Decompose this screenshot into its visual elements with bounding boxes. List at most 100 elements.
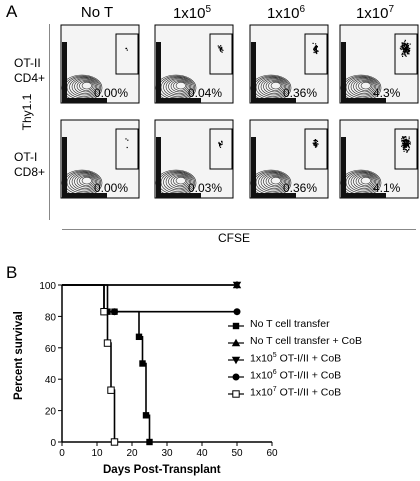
flow-dense-region: [341, 193, 386, 198]
flow-dense-region: [341, 42, 346, 102]
y-tick-label: 0: [50, 438, 56, 449]
data-point: [107, 386, 115, 394]
flow-event-dot: [401, 142, 404, 144]
y-tick-label: 100: [39, 281, 56, 292]
flow-event-dot: [125, 138, 127, 140]
flow-event-dot: [408, 136, 410, 138]
survival-line: [62, 284, 237, 313]
flow-event-dot: [315, 141, 317, 143]
flow-event-dot: [403, 143, 406, 145]
flow-event-dot: [402, 146, 404, 148]
flow-event-dot: [403, 44, 406, 46]
flow-event-dot: [407, 45, 410, 47]
flow-event-dot: [405, 46, 407, 48]
flow-event-dot: [406, 140, 408, 142]
flow-gate: [115, 128, 139, 170]
flow-event-dot: [316, 140, 319, 142]
flow-event-dot: [401, 45, 403, 47]
flow-plot-frame: [339, 24, 419, 104]
flow-dense-region: [156, 42, 161, 102]
flow-contour: [358, 81, 373, 91]
flow-event-dot: [403, 43, 405, 45]
flow-contour: [270, 81, 281, 90]
flow-event-dot: [316, 45, 318, 48]
flow-event-dot: [315, 45, 317, 47]
flow-plot: [339, 24, 419, 104]
flow-event-dot: [405, 55, 407, 57]
flow-contour: [265, 175, 284, 188]
flow-contour: [79, 81, 94, 91]
flow-event-dot: [408, 138, 410, 140]
legend-suffix: OT-I/II + CoB: [276, 369, 342, 382]
flow-contour: [170, 80, 189, 93]
flow-event-dot: [314, 139, 316, 141]
cfse-axis-label: CFSE: [218, 231, 251, 245]
flow-event-dot: [404, 43, 406, 45]
flow-event-dot: [401, 47, 403, 49]
flow-gate: [394, 128, 418, 170]
flow-dense-region: [156, 193, 201, 198]
flow-event-dot: [404, 148, 406, 150]
flow-event-dot: [316, 46, 318, 48]
legend-marker: [231, 356, 241, 365]
legend-marker: [232, 373, 240, 381]
flow-dense-region: [62, 193, 107, 198]
flow-event-dot: [401, 54, 403, 56]
flow-event-dot: [407, 143, 409, 145]
legend-marker: [232, 390, 240, 398]
flow-event-dot: [314, 146, 317, 148]
flow-event-dot: [316, 50, 318, 52]
flow-contour: [355, 80, 374, 93]
flow-event-dot: [402, 47, 404, 49]
x-tick-label: 60: [266, 448, 278, 459]
flow-contour: [163, 77, 193, 97]
gate-percentage: 0.03%: [188, 181, 223, 195]
flow-event-dot: [408, 140, 410, 142]
flow-event-dot: [406, 141, 408, 143]
flow-contour: [168, 174, 190, 189]
flow-plot: [60, 119, 140, 199]
flow-event-dot: [315, 142, 317, 144]
flow-event-dot: [407, 51, 409, 54]
flow-event-dot: [404, 41, 406, 43]
flow-contour: [168, 79, 190, 94]
flow-event-dot: [315, 43, 317, 45]
legend-exponent: 5: [272, 352, 277, 359]
flow-event-dot: [401, 44, 403, 46]
flow-event-dot: [404, 147, 406, 149]
flow-plot-frame: [249, 119, 329, 199]
legend-suffix: OT-I/II + CoB: [276, 386, 342, 399]
flow-contour: [260, 173, 287, 191]
flow-event-dot: [404, 136, 406, 138]
flow-event-dot: [408, 48, 410, 50]
flow-event-dot: [404, 48, 406, 50]
legend-item: No T cell transfer + CoB: [250, 335, 362, 347]
flow-event-dot: [401, 144, 403, 146]
flow-event-dot: [403, 145, 405, 147]
flow-plot: [154, 119, 234, 199]
flow-event-dot: [404, 48, 406, 50]
flow-contour: [76, 175, 95, 188]
flow-plot: [339, 119, 419, 199]
flow-contour: [358, 176, 373, 186]
flow-plot: [249, 24, 329, 104]
flow-event-dot: [405, 50, 407, 52]
x-tick-label: 10: [91, 448, 103, 459]
gate-percentage: 4.1%: [373, 181, 401, 195]
legend-item: 1x106 OT-I/II + CoB: [250, 369, 341, 382]
flow-event-dot: [403, 50, 405, 52]
flow-event-dot: [404, 39, 406, 41]
x-tick-label: 30: [161, 448, 173, 459]
flow-contour: [81, 176, 92, 185]
legend-label: No T cell transfer: [250, 318, 330, 330]
flow-event-dot: [404, 52, 406, 54]
flow-event-dot: [402, 45, 404, 47]
flow-event-dot: [402, 55, 404, 57]
flow-event-dot: [407, 45, 409, 47]
flow-contour: [353, 79, 375, 94]
flow-event-dot: [315, 143, 317, 145]
flow-event-dot: [313, 48, 315, 50]
y-tick-label: 40: [45, 375, 57, 386]
flow-event-dot: [219, 143, 222, 145]
flow-event-dot: [401, 52, 403, 54]
